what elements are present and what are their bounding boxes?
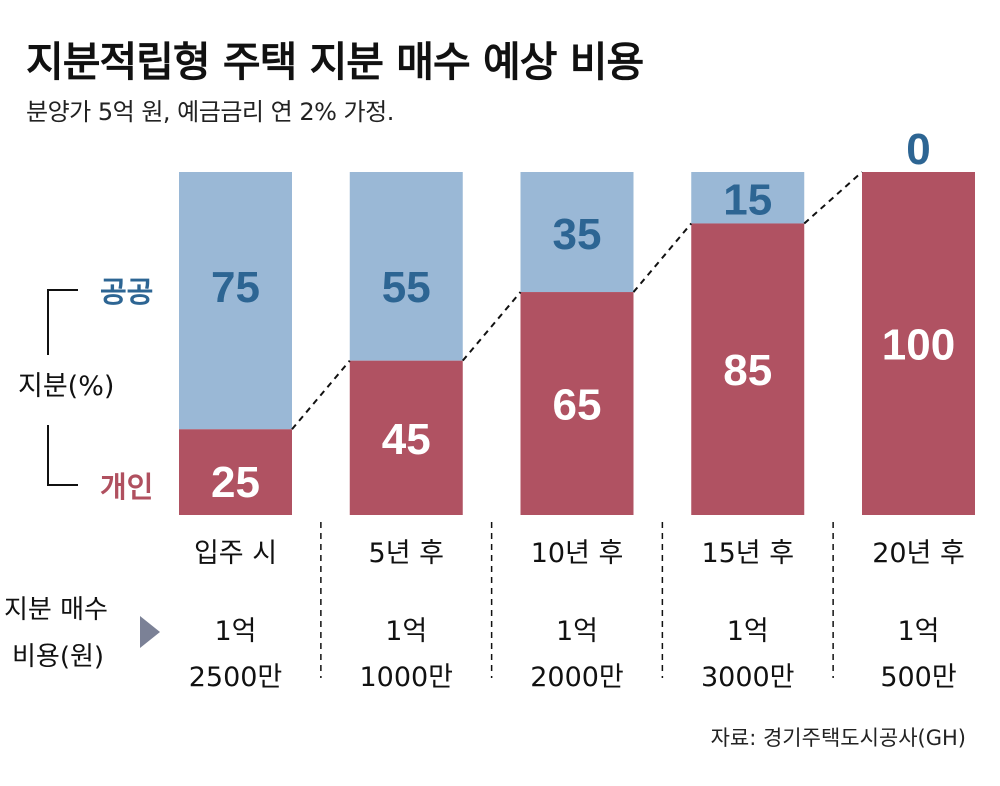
cost-label-line1: 1억	[385, 616, 427, 647]
bar-private-segment	[862, 172, 975, 515]
cost-label-line1: 1억	[556, 616, 598, 647]
value-label-public: 0	[906, 125, 930, 174]
category-label: 5년 후	[369, 538, 444, 569]
connector-line	[291, 360, 351, 430]
bracket-bottom-line	[47, 425, 78, 486]
value-label-private: 85	[723, 346, 772, 395]
connector-line	[803, 171, 863, 225]
cost-labels: 1억 2500만 1억 1000만 1억 2000만 1억 3000만 1억 500만	[189, 616, 957, 693]
bar-private-segment	[520, 292, 634, 515]
bar-public-segment	[179, 172, 292, 430]
legend-share-label: 지분(%)	[18, 371, 114, 402]
bars-group	[179, 172, 975, 515]
category-label: 10년 후	[531, 538, 624, 569]
value-label-private: 100	[882, 321, 955, 370]
cost-label-line1: 1억	[727, 616, 769, 647]
bar-private-segment	[691, 223, 805, 515]
column-separators	[320, 522, 834, 678]
category-label: 입주 시	[194, 538, 277, 569]
source-note: 자료: 경기주택도시공사(GH)	[711, 726, 966, 750]
cost-label-line2: 3000만	[701, 662, 795, 693]
cost-row-label-line1: 지분 매수	[4, 595, 108, 625]
connector-line	[461, 291, 522, 362]
chart-subtitle: 분양가 5억 원, 예금금리 연 2% 가정.	[26, 98, 394, 126]
cost-label-line2: 2500만	[189, 662, 283, 693]
connector-lines	[291, 171, 863, 430]
cost-label-line1: 1억	[214, 616, 256, 647]
cost-label-line2: 1000만	[359, 662, 453, 693]
value-label-public: 15	[723, 176, 772, 225]
cost-label-line1: 1억	[897, 616, 939, 647]
cost-label-line2: 2000만	[530, 662, 624, 693]
value-label-public: 55	[382, 263, 431, 312]
legend-bracket	[47, 289, 78, 486]
value-label-public: 75	[211, 263, 260, 312]
connector-line	[632, 222, 693, 293]
cost-label-line2: 500만	[880, 662, 956, 693]
bracket-top-line	[47, 289, 78, 355]
legend-public-label: 공공	[100, 275, 153, 309]
category-labels: 입주 시 5년 후 10년 후 15년 후 20년 후	[194, 538, 965, 569]
value-labels: 75 25 55 45 35 65 15 85 0 100	[211, 125, 955, 507]
bar-public-segment	[349, 172, 463, 361]
cost-row-label-line2: 비용(원)	[12, 642, 104, 672]
bar-public-segment	[520, 172, 634, 293]
bar-private-segment	[349, 360, 463, 515]
value-label-private: 25	[211, 458, 260, 507]
bar-private-segment	[179, 429, 292, 515]
value-label-private: 65	[553, 381, 602, 430]
category-label: 20년 후	[872, 538, 965, 569]
category-label: 15년 후	[701, 538, 794, 569]
value-label-public: 35	[553, 210, 602, 259]
bar-public-segment	[691, 172, 805, 224]
value-label-private: 45	[382, 415, 431, 464]
arrow-right-icon	[140, 616, 160, 648]
chart-title: 지분적립형 주택 지분 매수 예상 비용	[26, 38, 644, 86]
legend-private-label: 개인	[100, 470, 153, 504]
